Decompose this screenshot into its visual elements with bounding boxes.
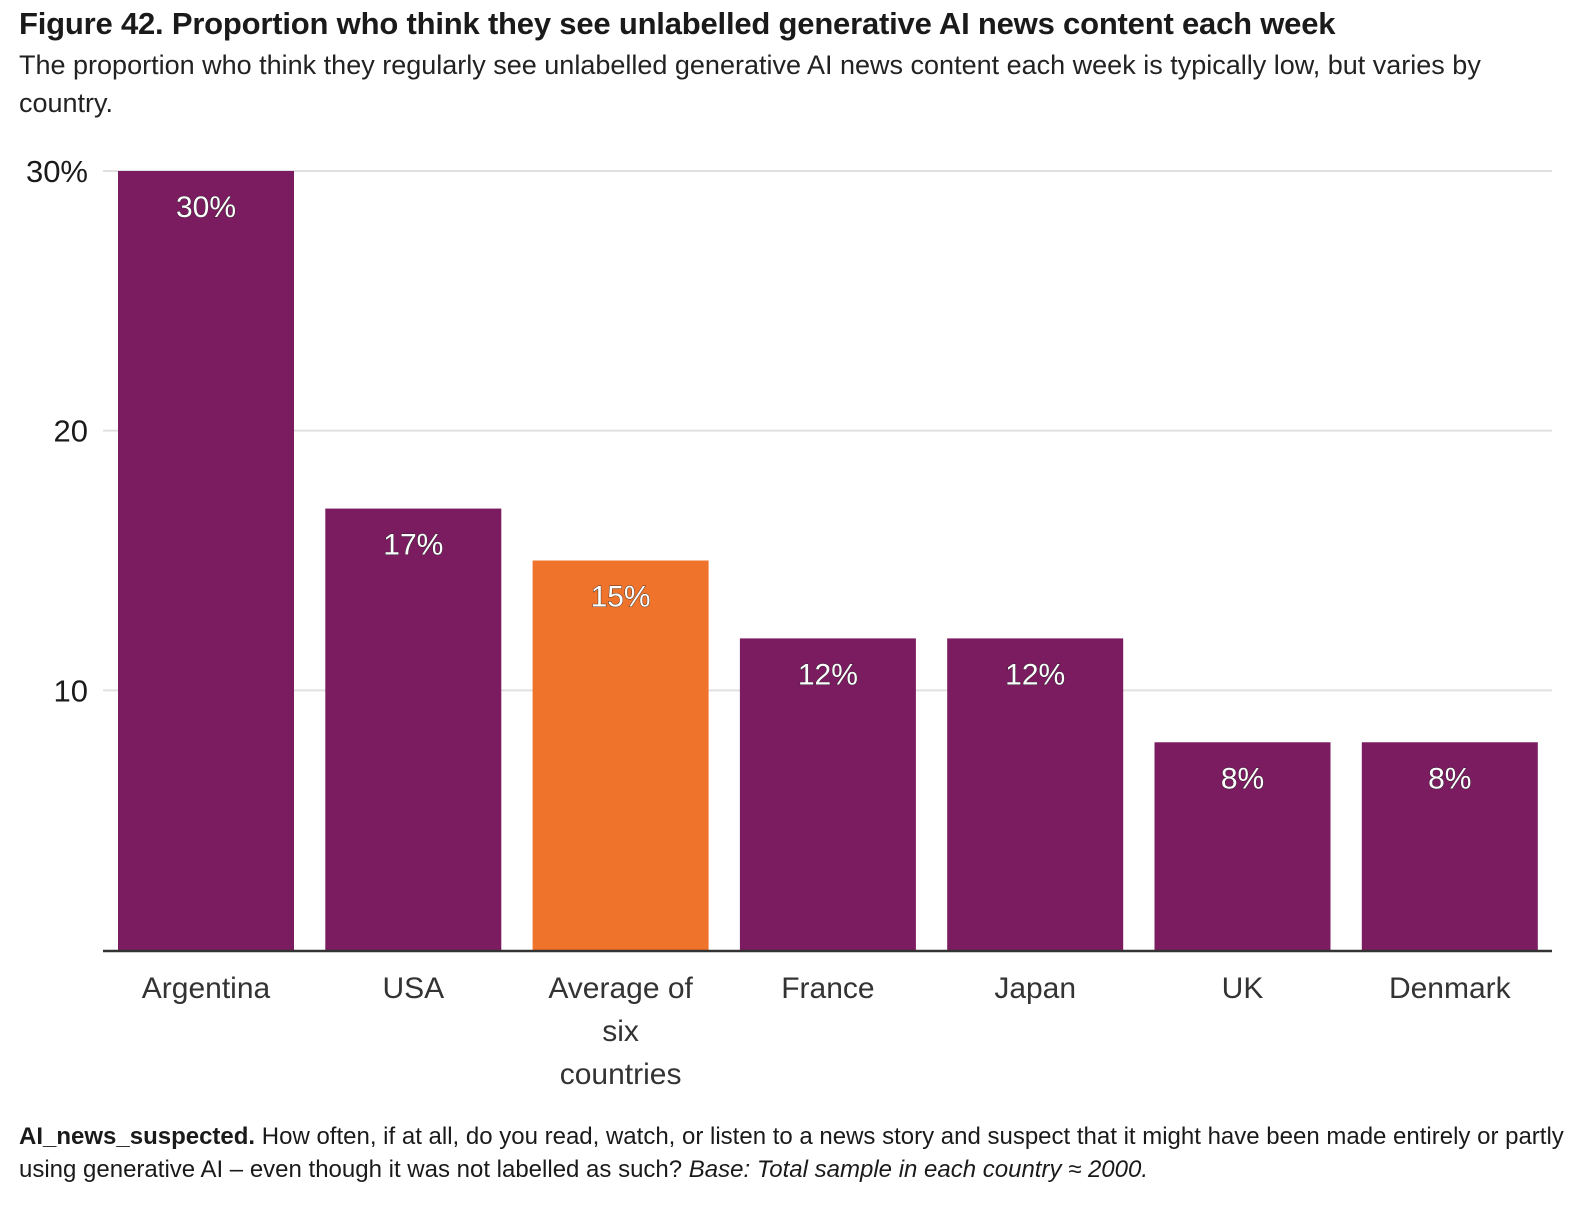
data-label: 8% xyxy=(1221,762,1264,795)
bar xyxy=(947,638,1124,950)
data-labels: 30% 17% 15% 12% 12% 8% 8% xyxy=(176,191,1472,796)
x-category-label: Japan xyxy=(994,972,1076,1005)
bars xyxy=(118,171,1538,950)
bar xyxy=(325,508,502,950)
data-label: 8% xyxy=(1428,762,1471,795)
x-category-label: France xyxy=(781,972,874,1005)
x-category-label-line: Japan xyxy=(994,972,1076,1005)
data-label: 17% xyxy=(383,529,443,562)
footnote-base: Base: Total sample in each country ≈ 200… xyxy=(688,1156,1149,1183)
x-axis-category-labels: Argentina USA Average of six countries France… xyxy=(142,972,1512,1091)
x-category-label: UK xyxy=(1222,972,1264,1005)
data-label: 30% xyxy=(176,191,236,224)
y-tick-label: 20 xyxy=(54,414,88,449)
bar xyxy=(739,638,916,950)
x-category-label: Average of six countries xyxy=(548,972,693,1091)
footnote-question-text: How often, if at all, do you read, watch… xyxy=(19,1123,1564,1183)
x-category-label: Argentina xyxy=(142,972,271,1005)
x-category-label-line: Denmark xyxy=(1389,972,1512,1005)
x-category-label-line: USA xyxy=(382,972,444,1005)
x-category-label: USA xyxy=(382,972,444,1005)
chart-subtitle: The proportion who think they regularly … xyxy=(19,50,1481,118)
x-category-label: Denmark xyxy=(1389,972,1512,1005)
x-category-label-line: UK xyxy=(1222,972,1264,1005)
y-axis-ticks: 10 20 30% xyxy=(26,154,88,708)
y-tick-label: 10 xyxy=(54,673,88,708)
x-category-label-line: countries xyxy=(560,1058,682,1091)
bar-chart: 10 20 30% 30% 17% 15% 12% 12% 8% 8% Argentina USA… xyxy=(26,154,1552,1091)
bar xyxy=(532,560,709,950)
data-label: 12% xyxy=(798,658,858,691)
gridlines xyxy=(103,170,1552,692)
chart-title: Figure 42. Proportion who think they see… xyxy=(19,6,1336,41)
x-category-label-line: Average of xyxy=(548,972,693,1005)
bar xyxy=(1154,742,1331,950)
footnote: AI_news_suspected. How often, if at all,… xyxy=(19,1120,1574,1186)
bar xyxy=(1361,742,1538,950)
data-label: 12% xyxy=(1005,658,1065,691)
data-label: 15% xyxy=(591,581,651,614)
x-category-label-line: France xyxy=(781,972,874,1005)
bar xyxy=(118,171,294,950)
x-category-label-line: Argentina xyxy=(142,972,271,1005)
footnote-question-id: AI_news_suspected. xyxy=(19,1123,256,1150)
y-tick-label: 30% xyxy=(26,154,88,189)
x-category-label-line: six xyxy=(602,1015,639,1048)
